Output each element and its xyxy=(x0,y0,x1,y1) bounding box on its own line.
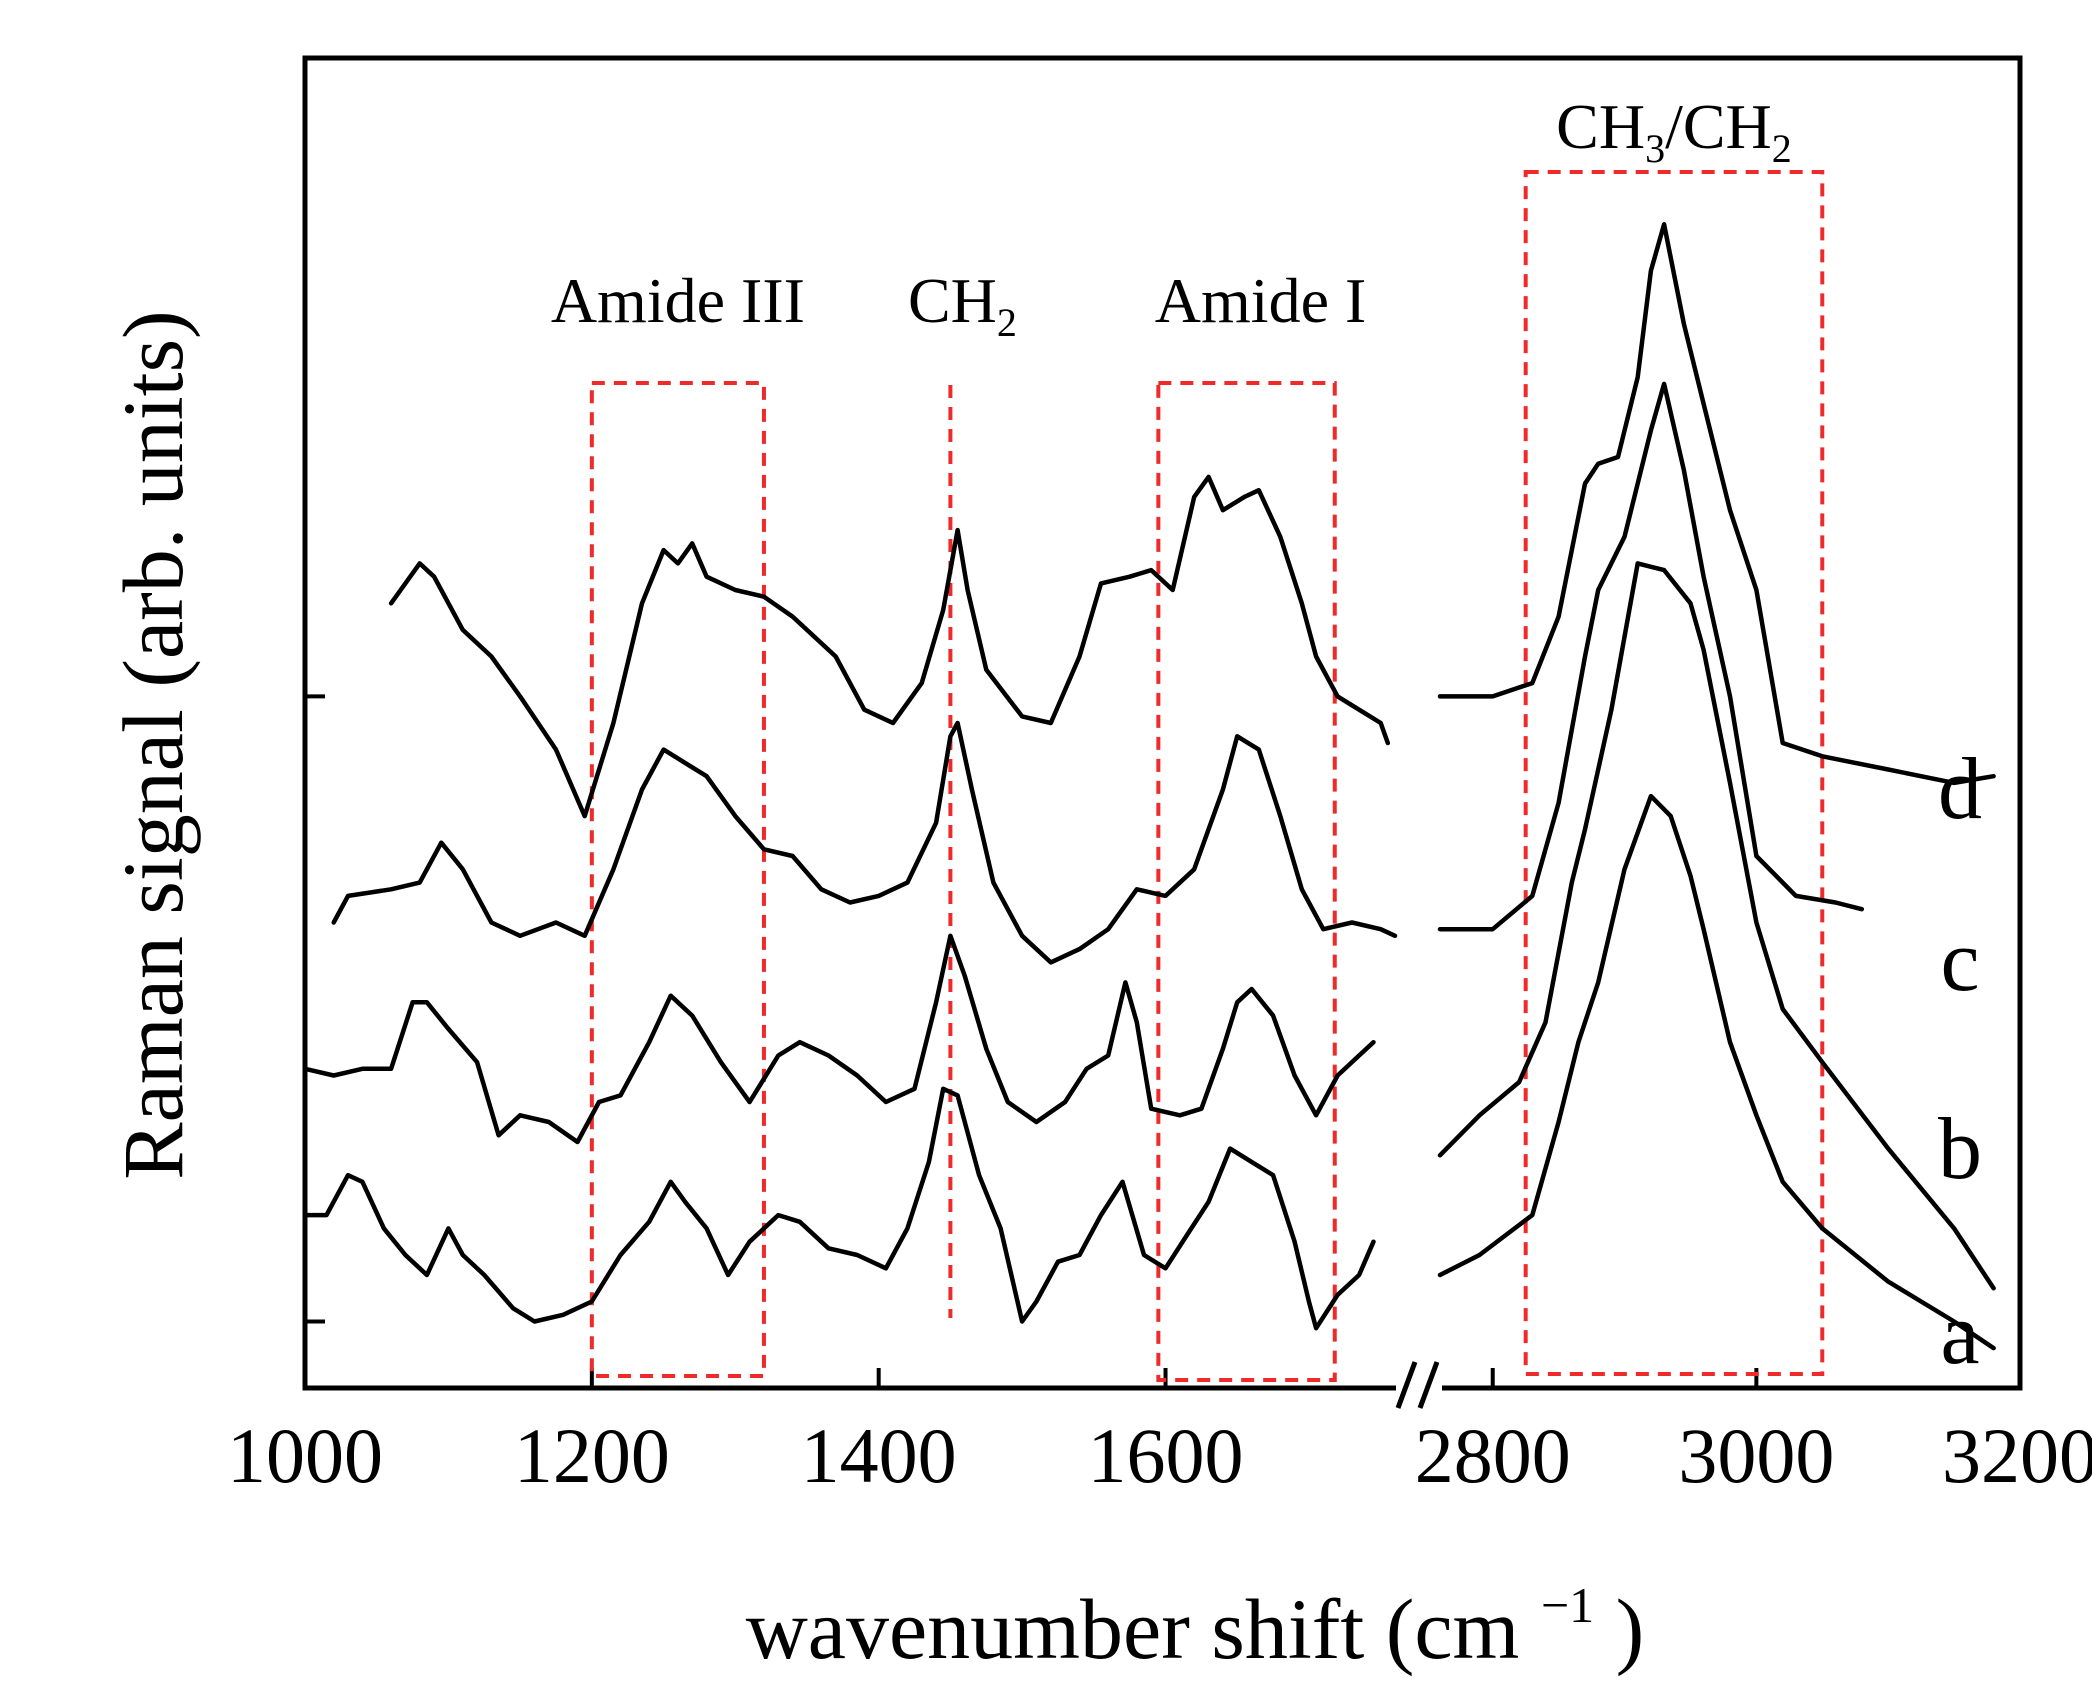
x-tick-label: 2800 xyxy=(1415,1412,1571,1499)
annotation-label-amide-iii: Amide III xyxy=(551,265,805,336)
annotation-labels: Amide III CH2 Amide I CH3/CH2 xyxy=(551,91,1792,345)
annotation-box xyxy=(1523,170,1825,1376)
spectra xyxy=(302,222,1996,1351)
series-c-right-line xyxy=(1437,381,1865,932)
series-a-right-line xyxy=(1437,793,1996,1351)
x-tick-label: 1400 xyxy=(801,1412,957,1499)
series-label-b: b xyxy=(1938,1101,1982,1198)
series-c-left-line xyxy=(331,720,1398,965)
annotation-label-amide-i: Amide I xyxy=(1155,265,1367,336)
x-tick-label: 1600 xyxy=(1088,1412,1244,1499)
tick-labels: 1000 1200 1400 1600 2800 3000 3200 xyxy=(227,1412,2092,1499)
x-tick-label: 3200 xyxy=(1942,1412,2092,1499)
x-tick-label: 1200 xyxy=(514,1412,670,1499)
x-axis-title: wavenumber shift (cm −1 ) xyxy=(746,1545,1645,1677)
series-b-left-line xyxy=(302,933,1376,1145)
x-tick-label: 1000 xyxy=(227,1412,383,1499)
annotation-box xyxy=(589,381,766,1378)
axis-break-marks xyxy=(1395,1361,1442,1409)
x-axis-title-main: wavenumber shift (cm xyxy=(746,1581,1520,1677)
x-tick-label: 3000 xyxy=(1678,1412,1834,1499)
x-axis-title-close: ) xyxy=(1616,1581,1645,1677)
series-d-left-line xyxy=(388,474,1391,819)
annotation-label-ch3-ch2: CH3/CH2 xyxy=(1556,91,1792,171)
series-a-left-line xyxy=(302,1086,1376,1331)
series-label-a: a xyxy=(1940,1286,1979,1383)
annotation-label-ch2: CH2 xyxy=(908,265,1017,345)
y-axis-title: Raman signal (arb. units) xyxy=(105,310,201,1179)
axis-ticks xyxy=(303,56,2022,1388)
series-label-c: c xyxy=(1940,913,1979,1010)
x-axis-title-superscript: −1 xyxy=(1541,1577,1594,1633)
series-d-right-line xyxy=(1437,222,1996,786)
annotation-boxes xyxy=(589,170,1825,1382)
series-b-right-line xyxy=(1437,561,1996,1291)
series-label-d: d xyxy=(1938,741,1982,838)
plot-frame xyxy=(302,55,2023,1391)
annotation-box xyxy=(1156,381,1337,1382)
